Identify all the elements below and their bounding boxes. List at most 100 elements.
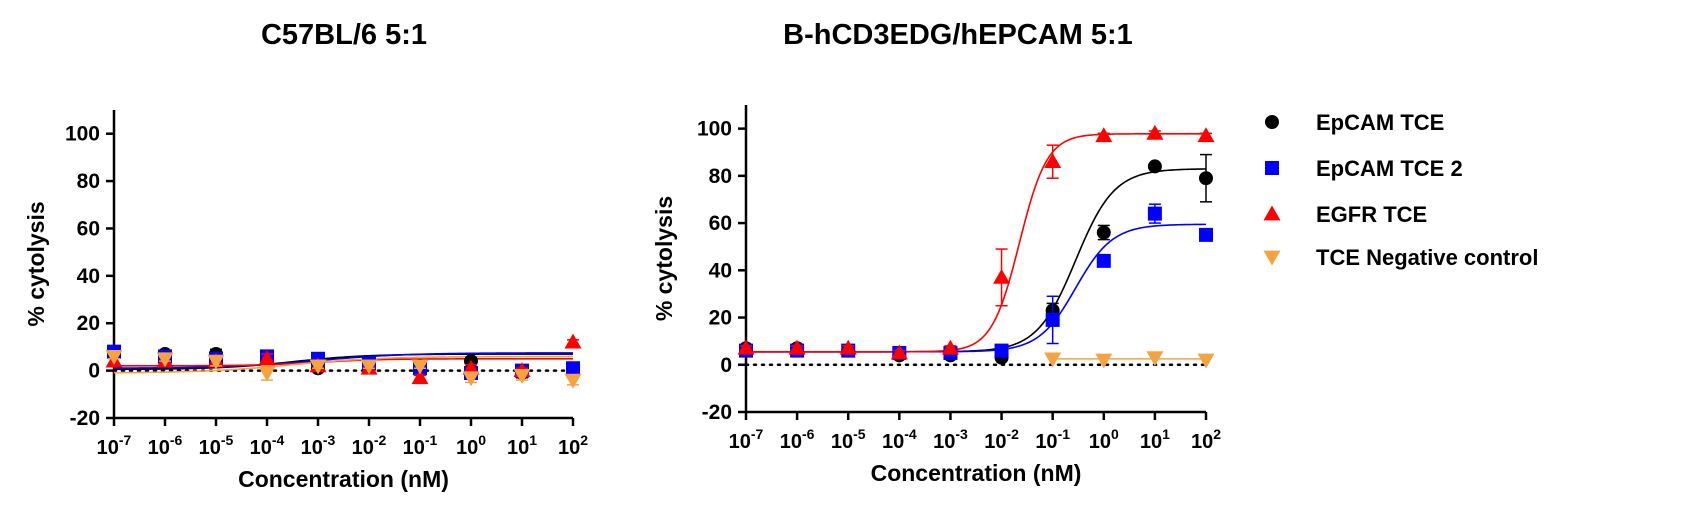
data-point-negctrl <box>1095 353 1113 369</box>
x-tick-label: 10-5 <box>199 432 234 459</box>
legend-marker-egfr <box>1263 205 1281 221</box>
x-tick-exponent: -7 <box>751 426 764 442</box>
legend-label: EpCAM TCE 2 <box>1316 156 1463 181</box>
x-tick-base: 10 <box>831 431 853 453</box>
y-tick-label: 0 <box>88 360 100 383</box>
x-tick-label: 102 <box>558 432 588 459</box>
x-tick-label: 10-3 <box>301 432 336 459</box>
x-tick-label: 10-4 <box>882 426 917 453</box>
y-tick-label: 100 <box>65 123 100 146</box>
data-point-negctrl <box>1197 353 1215 369</box>
data-point-negctrl <box>411 359 429 375</box>
x-tick-exponent: 1 <box>1162 426 1170 442</box>
data-point-epcam <box>1096 225 1111 240</box>
y-tick-label: -20 <box>702 401 732 424</box>
x-tick-label: 101 <box>1140 426 1170 453</box>
x-tick-label: 10-5 <box>831 426 866 453</box>
data-point-epcam2 <box>994 343 1009 358</box>
data-point-negctrl <box>462 371 480 387</box>
data-point-egfr <box>1044 153 1062 169</box>
x-tick-exponent: -5 <box>853 426 866 442</box>
x-tick-label: 10-7 <box>97 432 132 459</box>
x-tick-exponent: -7 <box>119 432 132 448</box>
data-point-egfr <box>993 268 1011 284</box>
x-tick-label: 10-6 <box>148 432 183 459</box>
x-tick-base: 10 <box>507 437 529 459</box>
x-tick-label: 10-6 <box>780 426 815 453</box>
data-point-egfr <box>1146 124 1164 140</box>
data-point-negctrl <box>1044 352 1062 368</box>
x-tick-exponent: -4 <box>272 432 285 448</box>
y-tick-label: 80 <box>77 170 100 193</box>
y-tick-label: 0 <box>720 354 732 377</box>
data-point-egfr <box>788 339 806 355</box>
x-tick-label: 10-3 <box>933 426 968 453</box>
x-tick-exponent: -6 <box>170 432 183 448</box>
data-point-egfr <box>411 369 429 385</box>
x-tick-base: 10 <box>729 431 751 453</box>
x-tick-base: 10 <box>97 437 119 459</box>
x-tick-base: 10 <box>199 437 221 459</box>
x-tick-exponent: -3 <box>955 426 968 442</box>
data-point-egfr <box>564 333 582 349</box>
data-point-egfr <box>839 339 857 355</box>
fit-curve-egfr <box>746 133 1206 353</box>
y-tick-label: 60 <box>709 212 732 235</box>
x-tick-exponent: -3 <box>323 432 336 448</box>
x-tick-label: 100 <box>1089 426 1119 453</box>
y-tick-label: 100 <box>697 118 732 141</box>
data-point-egfr <box>258 350 276 366</box>
fit-curve-epcam2 <box>746 223 1207 353</box>
data-point-negctrl <box>105 350 123 365</box>
y-tick-label: 20 <box>77 312 100 335</box>
legend: EpCAM TCE EpCAM TCE 2 EGFR TCE TCE Negative… <box>1263 110 1538 270</box>
x-tick-base: 10 <box>250 437 272 459</box>
x-tick-label: 10-4 <box>250 432 285 459</box>
legend-label: EpCAM TCE <box>1316 110 1444 135</box>
data-point-egfr <box>737 339 755 355</box>
x-tick-base: 10 <box>780 431 802 453</box>
fit-curve-epcam2 <box>114 352 574 369</box>
data-point-egfr <box>941 339 959 355</box>
x-tick-exponent: 1 <box>529 432 537 448</box>
y-tick-label: 60 <box>77 217 100 240</box>
y-axis-label: % cytolysis <box>23 201 49 326</box>
data-point-negctrl <box>513 368 531 384</box>
data-point-egfr <box>890 344 908 360</box>
chart-title: C57BL/6 5:1 <box>261 19 427 51</box>
legend-item-epcam: EpCAM TCE <box>1265 110 1444 135</box>
x-tick-label: 100 <box>456 432 486 459</box>
data-point-negctrl <box>1146 351 1164 367</box>
x-tick-exponent: -6 <box>802 426 815 442</box>
y-tick-label: -20 <box>70 407 100 430</box>
y-tick-label: 80 <box>709 165 732 188</box>
data-point-epcam <box>1147 159 1162 174</box>
x-tick-exponent: 0 <box>1111 426 1119 442</box>
legend-label: EGFR TCE <box>1316 202 1427 227</box>
y-tick-label: 40 <box>709 259 732 282</box>
x-axis-label: Concentration (nM) <box>238 466 449 492</box>
x-tick-exponent: -1 <box>1058 426 1071 442</box>
legend-marker-epcam2 <box>1265 161 1279 175</box>
x-tick-base: 10 <box>456 437 478 459</box>
x-tick-label: 10-2 <box>352 432 387 459</box>
x-tick-label: 102 <box>1191 426 1221 453</box>
x-tick-exponent: 2 <box>1213 426 1221 442</box>
x-tick-base: 10 <box>1191 431 1213 453</box>
data-point-negctrl <box>360 359 378 375</box>
data-point-epcam2 <box>1199 227 1213 242</box>
data-point-egfr <box>1095 127 1113 143</box>
x-tick-exponent: -5 <box>221 432 234 448</box>
chart-title: B-hCD3EDG/hEPCAM 5:1 <box>783 19 1133 51</box>
x-tick-exponent: -1 <box>425 432 438 448</box>
x-tick-label: 10-7 <box>729 426 764 453</box>
x-tick-base: 10 <box>984 431 1006 453</box>
data-point-egfr <box>1197 127 1215 143</box>
x-axis-label: Concentration (nM) <box>871 460 1082 486</box>
x-tick-label: 10-1 <box>403 432 438 459</box>
x-tick-base: 10 <box>1140 431 1162 453</box>
fit-curve-epcam <box>746 168 1207 353</box>
x-tick-base: 10 <box>148 437 170 459</box>
fit-curve-epcam <box>113 353 573 371</box>
